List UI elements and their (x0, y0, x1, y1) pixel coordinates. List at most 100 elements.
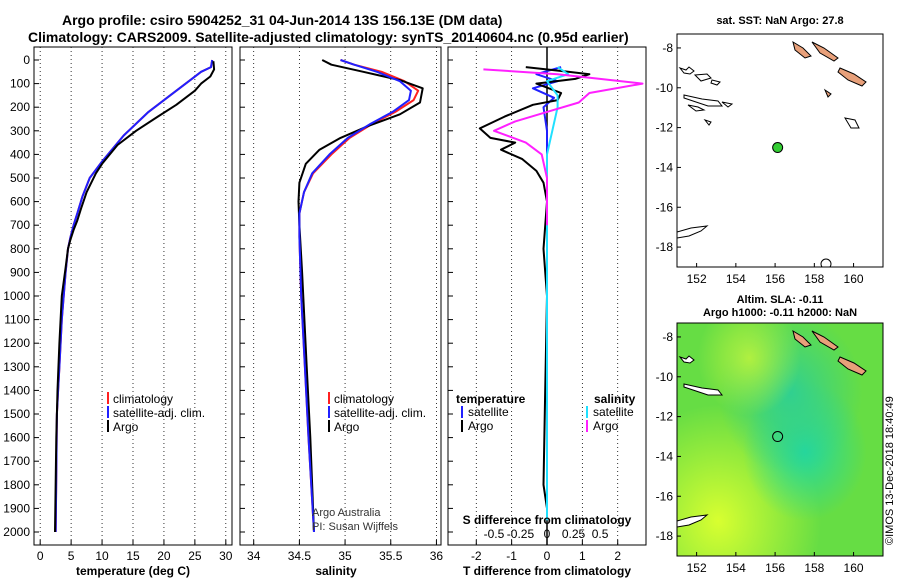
island-coast (678, 355, 695, 364)
map-x-tick-label: 154 (726, 272, 746, 286)
map-y-tick-label: -14 (656, 160, 674, 174)
map-y-tick-label: -10 (656, 370, 674, 384)
x-tick-label: 15 (126, 549, 140, 563)
sla-map-axes: 152 154 156 158 160 -8 -10 -12 -14 -16 -18 (656, 330, 864, 575)
x-tick-label: 36 (430, 549, 444, 563)
island-coast (683, 94, 724, 107)
map-x-tick-label: 158 (804, 272, 824, 286)
salinity-x-axis: 34 34.5 35 35.5 36 (247, 540, 443, 563)
map-x-tick-label: 152 (687, 561, 707, 575)
argo-float-marker (772, 431, 784, 443)
legend-clim-label: climatology (113, 392, 173, 406)
depth-tick-label: 2000 (3, 525, 30, 539)
map-y-tick-label: -18 (656, 240, 674, 254)
legend-s-argo-label: Argo (593, 419, 619, 433)
map-x-tick-label: 160 (844, 561, 864, 575)
legend-t-argo-label: Argo (468, 419, 494, 433)
depth-tick-label: 1300 (3, 360, 30, 374)
temperature-legend: climatology satellite-adj. clim. Argo (107, 392, 205, 434)
island-coast (687, 104, 706, 112)
salinity-lines (297, 59, 424, 533)
depth-tick-label: 900 (10, 265, 30, 279)
sst-map-axes: 152 154 156 158 160 -8 -10 -12 -14 -16 -18 (656, 41, 864, 286)
x-tick-label: 2 (614, 549, 621, 563)
map-x-tick-label: 160 (844, 272, 864, 286)
x-tick-label: -2 (471, 549, 482, 563)
diff-line-s-satellite (546, 66, 570, 521)
island-coast (792, 329, 812, 348)
map-y-tick-label: -18 (656, 529, 674, 543)
island-coast (683, 383, 724, 396)
sla-field-mid (677, 323, 883, 556)
depth-tick-label: 1600 (3, 431, 30, 445)
x-tick-label: 34 (247, 549, 261, 563)
difference-x-axis: -2 -1 0 1 2 (471, 540, 621, 563)
depth-tick-label: 300 (10, 124, 30, 138)
island-coast (678, 66, 695, 75)
difference-legend: temperature satellite Argo salinity sate… (456, 392, 636, 433)
map-y-tick-label: -12 (656, 410, 674, 424)
map-x-tick-label: 156 (765, 561, 785, 575)
legend-salinity-head: salinity (594, 392, 636, 406)
legend-argo-label: Argo (113, 420, 139, 434)
diff-line-t-argo (478, 66, 591, 509)
map-x-tick-label: 156 (765, 272, 785, 286)
map-x-tick-label: 152 (687, 272, 707, 286)
series-line-satellite-adj--clim- (298, 59, 412, 533)
x-tick-label: 30 (219, 549, 233, 563)
map-y-tick-label: -12 (656, 121, 674, 135)
x-tick-label: 34.5 (288, 549, 312, 563)
island-coast (677, 514, 709, 528)
legend-t-sat-label: satellite (468, 405, 509, 419)
depth-tick-label: 1400 (3, 383, 30, 397)
island-coast (811, 41, 839, 62)
x-tick-label: 0 (37, 549, 44, 563)
temperature-xlabel: temperature (deg C) (76, 564, 190, 578)
diff-line-s-argo (483, 68, 644, 226)
depth-tick-label: 1700 (3, 454, 30, 468)
title-line-1: Argo profile: csiro 5904252_31 04-Jun-20… (62, 12, 502, 28)
map-y-tick-label: -8 (662, 41, 673, 55)
island-coast (811, 330, 839, 351)
island-coast (677, 225, 709, 239)
depth-tick-label: 1000 (3, 289, 30, 303)
argo-float-marker (772, 142, 784, 154)
map-y-tick-label: -8 (662, 330, 673, 344)
sla-map-frame (676, 322, 884, 557)
t-difference-xlabel: T difference from climatology (463, 564, 631, 578)
temperature-x-axis: 0 5 10 15 20 25 30 (37, 540, 233, 563)
x-tick-label: 1 (579, 549, 586, 563)
sla-map-title-1: Altim. SLA: -0.11 (737, 294, 824, 306)
legend-argo-label: Argo (334, 420, 360, 434)
s-tick-label: 0 (544, 527, 551, 541)
legend-s-sat-label: satellite (593, 405, 634, 419)
legend-temperature-head: temperature (456, 392, 526, 406)
s-tick-label: -0.5 (484, 527, 505, 541)
island-coast (792, 40, 812, 59)
depth-tick-label: 800 (10, 242, 30, 256)
sst-map-land (677, 40, 867, 267)
series-line-argo (54, 61, 216, 533)
depth-axis: 0 100 200 300 400 500 600 700 800 900 1000 1100 1200… (3, 53, 453, 539)
sla-map-field (677, 323, 883, 556)
temperature-lines (54, 59, 216, 533)
side-stamp: ©IMOS 13-Dec-2018 18:40:49 (884, 396, 896, 545)
credit-line-1: Argo Australia (312, 507, 381, 519)
island-coast (820, 258, 832, 267)
s-difference-label: S difference from climatology (463, 513, 632, 527)
island-coast (823, 88, 832, 98)
island-coast (837, 356, 867, 376)
series-line-satellite-adj--clim- (54, 59, 214, 533)
sst-map-title: sat. SST: NaN Argo: 27.8 (716, 15, 843, 27)
legend-clim-label: climatology (334, 392, 394, 406)
depth-tick-label: 200 (10, 100, 30, 114)
credit-line-2: PI: Susan Wijffels (312, 521, 398, 533)
island-coast (710, 79, 721, 86)
depth-tick-label: 1100 (4, 313, 30, 327)
depth-tick-label: 1800 (3, 478, 30, 492)
legend-sat-label: satellite-adj. clim. (113, 406, 205, 420)
s-tick-label: -0.25 (507, 527, 535, 541)
sla-map-title-2: Argo h1000: -0.11 h2000: NaN (703, 307, 857, 319)
panel-gridlines (39, 47, 619, 545)
